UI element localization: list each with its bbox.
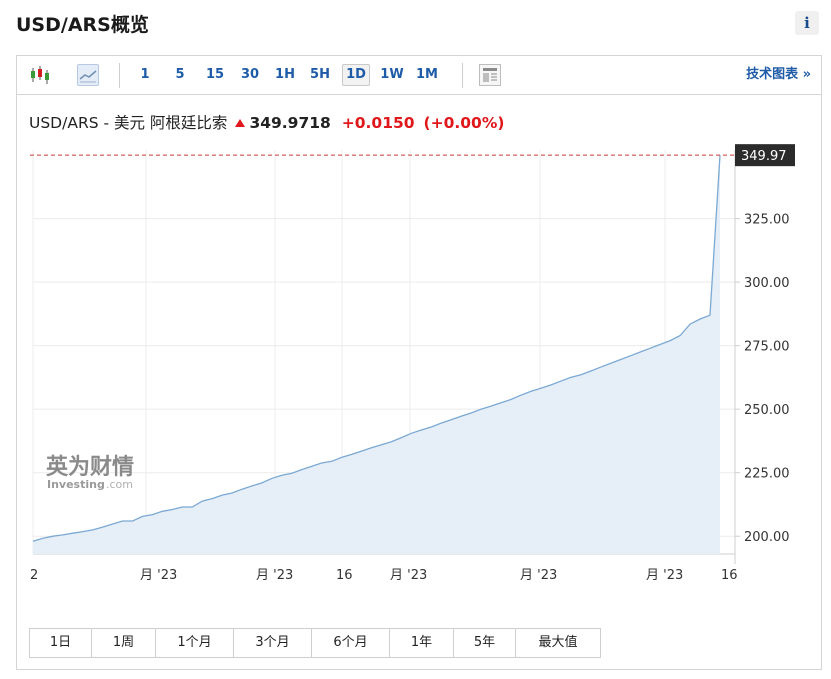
range-max[interactable]: 最大值 bbox=[538, 635, 578, 650]
candlestick-icon[interactable] bbox=[29, 64, 51, 86]
timeframe-30[interactable]: 30 bbox=[240, 67, 260, 82]
last-price-label: 349.97 bbox=[735, 144, 795, 167]
timeframe-1w[interactable]: 1W bbox=[380, 67, 404, 82]
x-tick-label: 月 '23 bbox=[520, 568, 557, 583]
watermark-en: Investing bbox=[47, 478, 105, 491]
chart-panel: 1 5 15 30 1H 5H 1D 1W 1M 技术图表 » USD/ARS … bbox=[16, 55, 822, 670]
watermark-suffix: .com bbox=[106, 478, 133, 491]
pair-name: USD/ARS - 美元 阿根廷比索 bbox=[29, 114, 228, 132]
investing-watermark: 英为财情 Investing .com bbox=[46, 454, 134, 491]
last-price-label-text: 349.97 bbox=[741, 149, 787, 164]
range-1d[interactable]: 1日 bbox=[30, 629, 92, 657]
range-selector: 1日 1周 1个月 3个月 6个月 1年 5年 最大值 bbox=[29, 628, 601, 658]
timeframe-1h[interactable]: 1H bbox=[275, 67, 295, 82]
x-tick-label: 月 '23 bbox=[390, 568, 427, 583]
info-icon[interactable]: i bbox=[795, 11, 819, 35]
y-tick-label: 275.00 bbox=[744, 340, 790, 355]
range-6m[interactable]: 6个月 bbox=[312, 629, 390, 657]
y-tick-label: 225.00 bbox=[744, 467, 790, 482]
timeframe-1m[interactable]: 1M bbox=[416, 67, 438, 82]
x-tick-label: 16 bbox=[721, 568, 738, 583]
news-layout-icon[interactable] bbox=[479, 64, 501, 86]
timeframe-1[interactable]: 1 bbox=[140, 67, 150, 82]
range-1w[interactable]: 1周 bbox=[92, 629, 156, 657]
last-price: 349.9718 bbox=[249, 114, 331, 132]
x-tick-label: 月 '23 bbox=[140, 568, 177, 583]
area-chart-icon[interactable] bbox=[77, 64, 99, 86]
timeframe-1d[interactable]: 1D bbox=[342, 64, 370, 86]
y-tick-label: 200.00 bbox=[744, 530, 790, 545]
x-tick-label: 16 bbox=[336, 568, 353, 583]
x-tick-label: 2 bbox=[30, 568, 38, 583]
page-title: USD/ARS概览 bbox=[16, 14, 149, 36]
range-1y[interactable]: 1年 bbox=[390, 629, 454, 657]
x-tick-label: 月 '23 bbox=[646, 568, 683, 583]
toolbar-divider bbox=[119, 63, 120, 88]
y-tick-label: 250.00 bbox=[744, 403, 790, 418]
watermark-cn: 英为财情 bbox=[46, 454, 134, 480]
range-1m[interactable]: 1个月 bbox=[156, 629, 234, 657]
y-axis: 200.00 225.00 250.00 275.00 300.00 325.00 bbox=[735, 213, 790, 545]
range-5y[interactable]: 5年 bbox=[454, 629, 516, 657]
y-tick-label: 325.00 bbox=[744, 213, 790, 228]
range-3m[interactable]: 3个月 bbox=[234, 629, 312, 657]
up-arrow-icon bbox=[235, 119, 246, 127]
x-axis: 2 月 '23 月 '23 16 月 '23 月 '23 月 '23 16 bbox=[30, 568, 738, 583]
price-line bbox=[32, 155, 721, 542]
technical-chart-link[interactable]: 技术图表 » bbox=[746, 67, 811, 82]
toolbar-divider bbox=[462, 63, 463, 88]
price-change: +0.0150 bbox=[341, 114, 415, 132]
timeframe-5h[interactable]: 5H bbox=[310, 67, 330, 82]
chart-toolbar: 1 5 15 30 1H 5H 1D 1W 1M 技术图表 » bbox=[17, 56, 821, 95]
quote-line: USD/ARS - 美元 阿根廷比索 349.9718 +0.0150 (+0.0… bbox=[29, 111, 504, 133]
x-tick-label: 月 '23 bbox=[256, 568, 293, 583]
timeframe-15[interactable]: 15 bbox=[205, 67, 225, 82]
last-price-label-bg bbox=[735, 144, 795, 167]
timeframe-5[interactable]: 5 bbox=[175, 67, 185, 82]
y-tick-label: 300.00 bbox=[744, 276, 790, 291]
price-area-fill bbox=[33, 155, 720, 554]
price-change-pct: (+0.00%) bbox=[423, 114, 505, 132]
